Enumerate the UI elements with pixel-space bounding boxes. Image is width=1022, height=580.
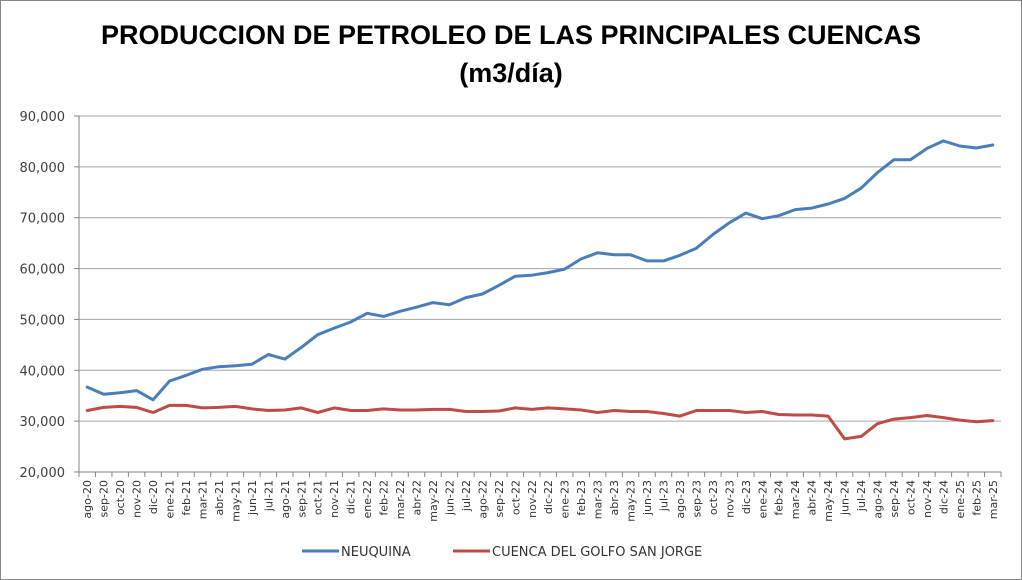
x-tick-label: mar-25 — [987, 480, 1000, 519]
x-tick-label: nov-24 — [921, 480, 934, 518]
x-tick-label: sep-24 — [888, 480, 901, 517]
chart-title: PRODUCCION DE PETROLEO DE LAS PRINCIPALE… — [101, 20, 921, 50]
x-tick-label: may-24 — [822, 480, 835, 522]
x-tick-label: feb-22 — [378, 480, 391, 516]
x-tick-label: ene-23 — [559, 480, 572, 518]
gridlines — [79, 115, 1001, 422]
x-tick-label: jul-21 — [262, 480, 275, 512]
x-tick-label: oct-20 — [114, 480, 127, 515]
x-tick-label: dic-20 — [147, 480, 160, 514]
legend-label: NEUQUINA — [341, 545, 411, 560]
x-tick-label: jul-22 — [460, 480, 473, 512]
x-axis: ago-20 sep-20 oct-20 nov-20 dic-20 ene-21 feb-… — [78, 116, 1002, 522]
y-tick-label: 70,000 — [20, 212, 66, 227]
x-tick-label: mar-22 — [394, 480, 407, 519]
y-tick-label: 20,000 — [20, 466, 66, 481]
x-tick-label: ago-21 — [279, 480, 292, 519]
x-tick-label: abr-24 — [806, 480, 819, 516]
y-tick-label: 80,000 — [20, 161, 66, 176]
legend: NEUQUINA CUENCA DEL GOLFO SAN JORGE — [302, 545, 702, 560]
y-tick-label: 40,000 — [20, 364, 66, 379]
x-tick-label: abr-22 — [411, 480, 424, 516]
x-tick-label: jun-21 — [246, 480, 259, 516]
x-tick-label: jul-24 — [855, 480, 868, 512]
x-tick-label: oct-23 — [707, 480, 720, 515]
x-tick-label: may-22 — [427, 480, 440, 522]
x-tick-label: nov-22 — [526, 480, 539, 518]
x-tick-label: ene-21 — [164, 480, 177, 518]
x-tick-label: ago-20 — [81, 480, 94, 519]
x-tick-label: jun-22 — [443, 480, 456, 516]
x-tick-label: nov-21 — [328, 480, 341, 518]
x-tick-label: feb-23 — [575, 480, 588, 516]
x-tick-label: ene-25 — [954, 480, 967, 518]
y-tick-label: 30,000 — [20, 415, 66, 430]
x-tick-label: mar-24 — [789, 480, 802, 519]
y-axis-ticks: 20,000 30,000 40,000 50,000 60,000 70,000 80,0… — [20, 110, 79, 481]
x-tick-label: may-23 — [625, 480, 638, 522]
x-tick-label: may-21 — [229, 480, 242, 522]
x-tick-label: abr-21 — [213, 480, 226, 516]
series-line-cuenca-del-golfo-san-jorge — [85, 403, 995, 441]
x-tick-label: sep-20 — [98, 480, 111, 517]
x-tick-label: dic-24 — [937, 480, 950, 514]
x-tick-label: dic-21 — [345, 480, 358, 514]
x-tick-label: sep-22 — [493, 480, 506, 517]
x-tick-label: nov-20 — [131, 480, 144, 518]
y-tick-label: 90,000 — [20, 110, 66, 125]
x-tick-label: nov-23 — [723, 480, 736, 518]
x-tick-label: ago-24 — [872, 480, 885, 519]
y-tick-label: 50,000 — [20, 313, 66, 328]
x-tick-label: jun-24 — [839, 480, 852, 516]
x-tick-label: oct-21 — [312, 480, 325, 515]
x-tick-label: jul-23 — [657, 480, 670, 512]
x-tick-label: jun-23 — [641, 480, 654, 516]
x-tick-label: oct-24 — [904, 480, 917, 515]
chart-subtitle: (m3/día) — [459, 58, 563, 88]
x-tick-label: feb-24 — [773, 480, 786, 516]
legend-label: CUENCA DEL GOLFO SAN JORGE — [492, 545, 702, 560]
series-lines — [85, 139, 995, 441]
x-tick-label: dic-23 — [740, 480, 753, 514]
x-tick-label: ago-23 — [674, 480, 687, 519]
x-tick-label: sep-23 — [690, 480, 703, 517]
x-tick-label: ago-22 — [476, 480, 489, 519]
x-tick-label: feb-25 — [970, 480, 983, 516]
series-line-neuquina — [85, 139, 995, 402]
x-tick-label: mar-23 — [592, 480, 605, 519]
x-tick-label: oct-22 — [509, 480, 522, 515]
x-tick-label: sep-21 — [295, 480, 308, 517]
x-tick-label: ene-24 — [756, 480, 769, 518]
x-tick-label: mar-21 — [196, 480, 209, 519]
x-tick-label: dic-22 — [542, 480, 555, 514]
y-tick-label: 60,000 — [20, 263, 66, 278]
x-tick-label: ene-22 — [361, 480, 374, 518]
x-tick-label: feb-21 — [180, 480, 193, 516]
x-tick-label: abr-23 — [608, 480, 621, 516]
